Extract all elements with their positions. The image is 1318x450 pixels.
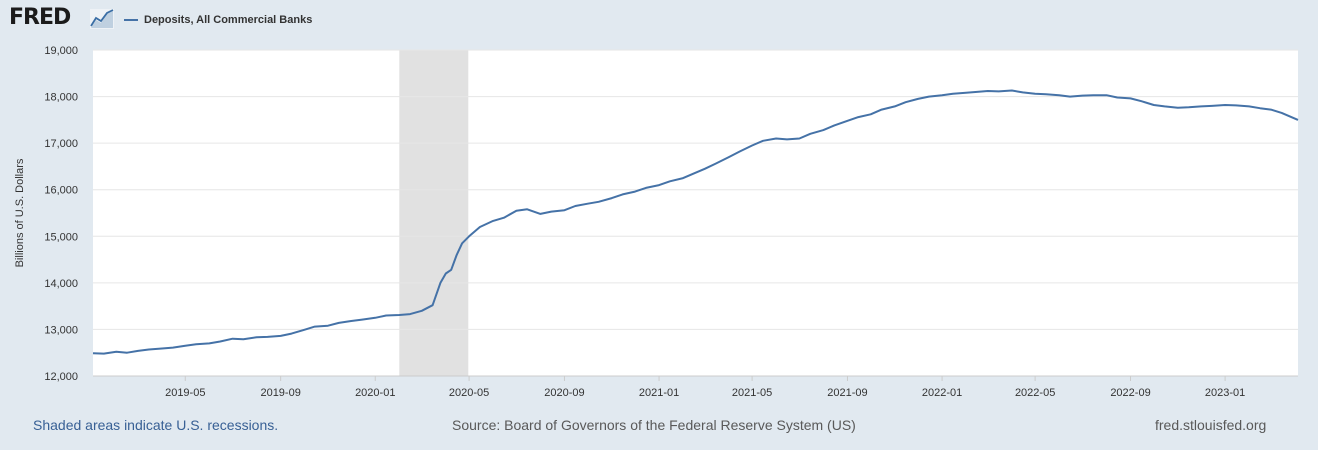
source-text: Source: Board of Governors of the Federa… bbox=[452, 417, 856, 433]
chart-header: FRED Deposits, All Commercial Banks bbox=[0, 0, 1318, 40]
x-tick-label: 2020-09 bbox=[544, 387, 584, 399]
fred-graph-icon bbox=[90, 9, 114, 29]
x-tick-label: 2019-09 bbox=[260, 387, 300, 399]
legend[interactable]: Deposits, All Commercial Banks bbox=[124, 13, 312, 27]
x-tick-label: 2023-01 bbox=[1205, 387, 1245, 399]
x-tick-label: 2021-01 bbox=[639, 387, 679, 399]
y-tick-label: 13,000 bbox=[44, 324, 78, 336]
y-tick-label: 16,000 bbox=[44, 185, 78, 197]
recession-note: Shaded areas indicate U.S. recessions. bbox=[33, 417, 279, 433]
y-tick-label: 12,000 bbox=[44, 371, 78, 383]
x-tick-label: 2022-01 bbox=[922, 387, 962, 399]
y-tick-label: 17,000 bbox=[44, 138, 78, 150]
x-tick-label: 2022-09 bbox=[1110, 387, 1150, 399]
line-chart: 12,000 13,000 14,000 15,000 16,000 17,000 18,0… bbox=[14, 45, 1299, 399]
plot-area bbox=[93, 50, 1298, 376]
legend-label: Deposits, All Commercial Banks bbox=[144, 14, 313, 26]
x-tick-label: 2020-05 bbox=[449, 387, 489, 399]
fred-logo[interactable]: FRED bbox=[9, 5, 71, 30]
site-link[interactable]: fred.stlouisfed.org bbox=[1155, 417, 1267, 433]
series-line bbox=[92, 89, 1299, 355]
legend-swatch bbox=[124, 19, 138, 21]
y-tick-label: 18,000 bbox=[44, 92, 78, 104]
x-tick-label: 2021-09 bbox=[827, 387, 867, 399]
x-tick-label: 2019-05 bbox=[165, 387, 205, 399]
y-tick-label: 14,000 bbox=[44, 278, 78, 290]
y-tick-label: 19,000 bbox=[44, 45, 78, 57]
x-tick-label: 2020-01 bbox=[355, 387, 395, 399]
recession-shading bbox=[399, 50, 469, 376]
x-tick-label: 2021-05 bbox=[732, 387, 772, 399]
y-axis-title: Billions of U.S. Dollars bbox=[14, 158, 26, 267]
x-tick-label: 2022-05 bbox=[1015, 387, 1055, 399]
y-tick-label: 15,000 bbox=[44, 231, 78, 243]
